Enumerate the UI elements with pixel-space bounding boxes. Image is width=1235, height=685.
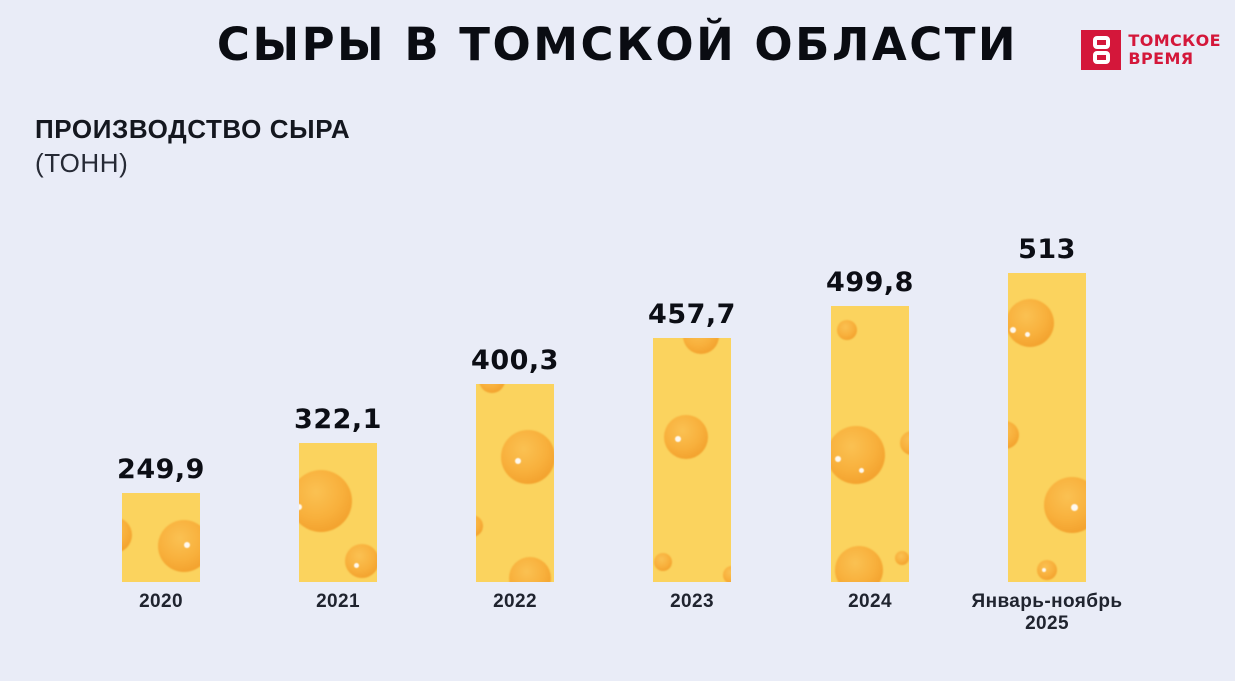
cheese-bar [831,306,909,582]
cheese-hole [895,551,909,565]
cheese-bar [122,493,200,582]
cheese-hole [501,430,554,484]
bar-category-label: 2022 [493,591,537,612]
bar-category-label: 2023 [670,591,714,612]
logo-line-1: ТОМСКОЕ [1128,31,1221,51]
cheese-hole [158,520,200,572]
bar-category-label: 2021 [316,591,360,612]
cheese-hole [683,338,719,354]
cheese-hole [900,431,909,455]
logo-wordmark: ТОМСКОЕ ВРЕМЯ [1128,32,1221,68]
cheese-hole [723,566,731,582]
cheese-hole [1008,421,1019,449]
cheese-hole-highlight [675,436,681,442]
cheese-bar [653,338,731,582]
cheese-hole-highlight [835,456,841,462]
chart-units-text: (ТОНН) [35,148,129,178]
cheese-bar [476,384,554,582]
cheese-hole [479,384,505,393]
cheese-hole-highlight [299,504,302,510]
bar-value-label: 249,9 [117,454,205,485]
cheese-hole-highlight [1070,503,1078,511]
cheese-hole-highlight [353,562,359,568]
bar-category-label: 2020 [139,591,183,612]
cheese-hole [345,544,377,578]
cheese-hole-highlight [515,458,521,464]
bar-category-label: 2024 [848,591,892,612]
cheese-hole [664,415,708,459]
chart-title-text: ПРОИЗВОДСТВО СЫРА [35,114,351,144]
cheese-hole [1037,560,1057,580]
bar-value-label: 400,3 [471,345,559,376]
logo-line-2: ВРЕМЯ [1128,49,1194,68]
cheese-hole-highlight [1042,568,1046,572]
channel-8-icon [1081,30,1122,70]
cheese-hole [1044,477,1086,533]
cheese-hole [476,515,483,537]
bar-value-label: 457,7 [648,299,736,330]
cheese-hole-highlight [858,467,864,473]
cheese-hole [122,517,132,553]
eight-top-ring [1092,36,1110,49]
cheese-bar [299,443,377,582]
bar-category-label: Январь-ноябрь 2025 [971,591,1123,635]
cheese-hole [835,546,883,582]
cheese-bar [1008,273,1086,582]
cheese-hole-highlight [1010,327,1016,333]
cheese-hole [1008,299,1054,347]
cheese-hole-highlight [184,542,190,548]
chart-subtitle: ПРОИЗВОДСТВО СЫРА (ТОНН) [35,114,350,179]
bar-value-label: 513 [1018,234,1076,265]
cheese-hole-highlight [1024,331,1030,337]
cheese-hole [837,320,857,340]
bar-value-label: 322,1 [294,404,382,435]
bottom-edge-strip [0,681,1235,685]
eight-bottom-ring [1092,51,1110,64]
cheese-hole [299,470,352,532]
cheese-hole [654,553,672,571]
tomskoe-vremya-logo: ТОМСКОЕ ВРЕМЯ [1081,30,1221,70]
page-title: СЫРЫ В ТОМСКОЙ ОБЛАСТИ [216,18,1019,71]
cheese-hole [831,426,885,484]
cheese-hole [509,557,551,582]
bar-value-label: 499,8 [826,267,914,298]
